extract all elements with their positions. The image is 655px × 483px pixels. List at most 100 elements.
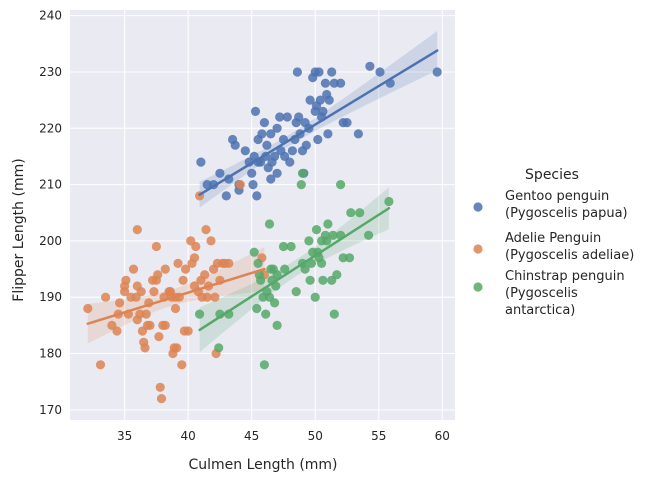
data-point [201, 225, 211, 235]
data-point [317, 236, 327, 246]
data-point [247, 168, 257, 178]
data-point [181, 264, 191, 274]
regression-line [198, 206, 391, 332]
data-point [101, 292, 111, 302]
y-tick-labels: 170 180 190 200 210 220 230 240 [39, 9, 62, 417]
regression-line [198, 49, 439, 196]
data-point [314, 67, 324, 77]
data-point [235, 180, 245, 190]
data-point [135, 309, 145, 319]
legend-label: antarctica) [505, 303, 575, 318]
data-point [259, 360, 269, 370]
data-point [141, 309, 151, 319]
data-point [248, 180, 258, 190]
data-point [195, 309, 205, 319]
data-point [353, 129, 363, 139]
data-point [318, 106, 328, 116]
data-point [262, 140, 272, 150]
data-point [177, 360, 187, 370]
y-tick-label: 230 [39, 65, 62, 79]
data-point [318, 275, 328, 285]
x-axis-label: Culmen Length (mm) [188, 457, 337, 473]
data-point [336, 180, 346, 190]
data-point [432, 67, 442, 77]
x-tick-label: 50 [308, 429, 323, 443]
data-point [214, 343, 224, 353]
data-point [294, 112, 304, 122]
data-point [178, 275, 188, 285]
x-tick-label: 35 [117, 429, 132, 443]
data-point [292, 67, 302, 77]
data-point [266, 129, 276, 139]
data-point [291, 287, 301, 297]
data-point [132, 225, 142, 235]
data-point [306, 258, 316, 268]
data-point [202, 180, 212, 190]
data-point [206, 236, 216, 246]
y-tick-label: 220 [39, 121, 62, 135]
data-point [200, 270, 210, 280]
data-point [344, 253, 355, 263]
data-point [160, 264, 170, 274]
data-point [189, 253, 200, 263]
data-point [327, 67, 337, 77]
data-point [257, 129, 267, 139]
regression-line [86, 267, 266, 325]
data-point [252, 191, 262, 201]
data-point [221, 191, 231, 201]
data-point [191, 241, 201, 252]
data-point [365, 61, 375, 71]
data-point [329, 78, 339, 88]
data-point [310, 292, 320, 302]
data-point [355, 208, 365, 218]
data-point [112, 326, 122, 336]
data-point [305, 275, 315, 285]
data-point [183, 326, 193, 336]
data-point [95, 360, 106, 370]
data-point [230, 140, 240, 150]
data-point [304, 236, 314, 246]
data-point [296, 180, 306, 190]
data-point [266, 174, 276, 184]
data-point [172, 343, 182, 353]
y-tick-label: 180 [39, 347, 62, 361]
legend-marker [473, 282, 483, 292]
data-point [287, 146, 297, 156]
data-point [315, 95, 325, 105]
data-point [270, 298, 280, 308]
data-point [282, 112, 292, 122]
data-point [364, 230, 374, 240]
data-point [328, 230, 338, 240]
data-point [305, 95, 315, 105]
data-point [215, 168, 225, 178]
data-point [280, 264, 290, 274]
y-tick-label: 210 [39, 178, 62, 192]
data-point [270, 151, 280, 161]
data-point [120, 287, 130, 297]
data-point [264, 219, 275, 229]
data-point [285, 157, 295, 167]
data-point [253, 258, 263, 268]
x-tick-label: 60 [435, 429, 450, 443]
data-point [323, 219, 333, 229]
data-point [297, 168, 308, 178]
data-point [202, 292, 212, 302]
data-point [342, 118, 352, 128]
y-tick-label: 170 [39, 403, 62, 417]
data-point [173, 258, 183, 268]
y-tick-label: 240 [39, 9, 62, 23]
data-point [115, 298, 125, 308]
data-point [320, 78, 330, 88]
data-point [210, 292, 220, 302]
legend-title: Species [525, 167, 579, 183]
legend: Species Gentoo penguin (Pygoscelis papua)… [473, 167, 634, 318]
y-tick-label: 200 [39, 234, 62, 248]
data-point [149, 287, 159, 297]
data-point [311, 225, 322, 235]
x-tick-label: 40 [181, 429, 196, 443]
data-point [300, 264, 310, 274]
x-tick-label: 45 [244, 429, 259, 443]
data-point [151, 275, 161, 285]
x-tick-labels: 35 40 45 50 55 60 [117, 429, 450, 443]
